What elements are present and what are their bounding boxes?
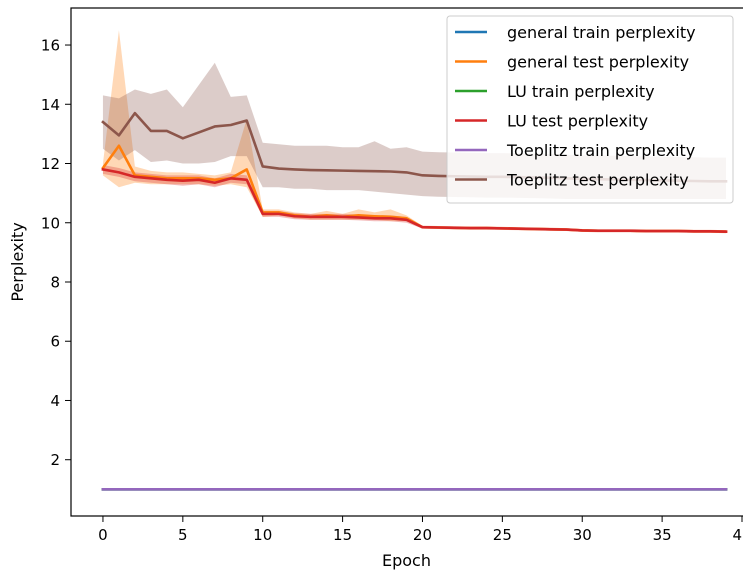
x-tick-label: 30 [573,526,592,544]
toeplitz-train-perplexity-legend-label: Toeplitz train perplexity [506,141,695,160]
plot-frame [70,7,743,517]
x-tick-label: 20 [413,526,432,544]
x-tick-label: 25 [493,526,512,544]
x-tick-label: 0 [98,526,108,544]
y-tick-label: 8 [50,273,60,291]
y-tick-label: 10 [41,214,60,232]
x-tick-label: 40 [732,526,743,544]
x-axis: 0 5 10 15 20 25 30 35 40 [98,516,743,544]
y-tick-label: 2 [50,451,60,469]
legend: general train perplexity general test per… [446,15,734,204]
y-axis-label: Perplexity [8,222,27,301]
x-tick-label: 15 [333,526,352,544]
y-axis: 2 4 6 8 10 12 14 16 [41,37,71,469]
x-tick-label: 35 [653,526,672,544]
x-tick-label: 10 [253,526,272,544]
x-tick-label: 5 [178,526,188,544]
lu-train-perplexity-legend-label: LU train perplexity [507,82,655,101]
general-train-perplexity-legend-label: general train perplexity [507,23,696,42]
lu-test-perplexity-line [101,167,728,233]
series-lines [101,111,728,491]
x-axis-label: Epoch [382,551,431,570]
general-test-perplexity-legend-label: general test perplexity [507,53,689,72]
legend-box [446,15,734,204]
y-tick-label: 12 [41,155,60,173]
y-tick-label: 6 [50,333,60,351]
y-tick-label: 14 [41,96,60,114]
lu-test-perplexity-legend-label: LU test perplexity [507,112,648,131]
toeplitz-test-perplexity-legend-label: Toeplitz test perplexity [506,171,689,190]
y-tick-label: 4 [50,392,60,410]
y-tick-label: 16 [41,37,60,55]
